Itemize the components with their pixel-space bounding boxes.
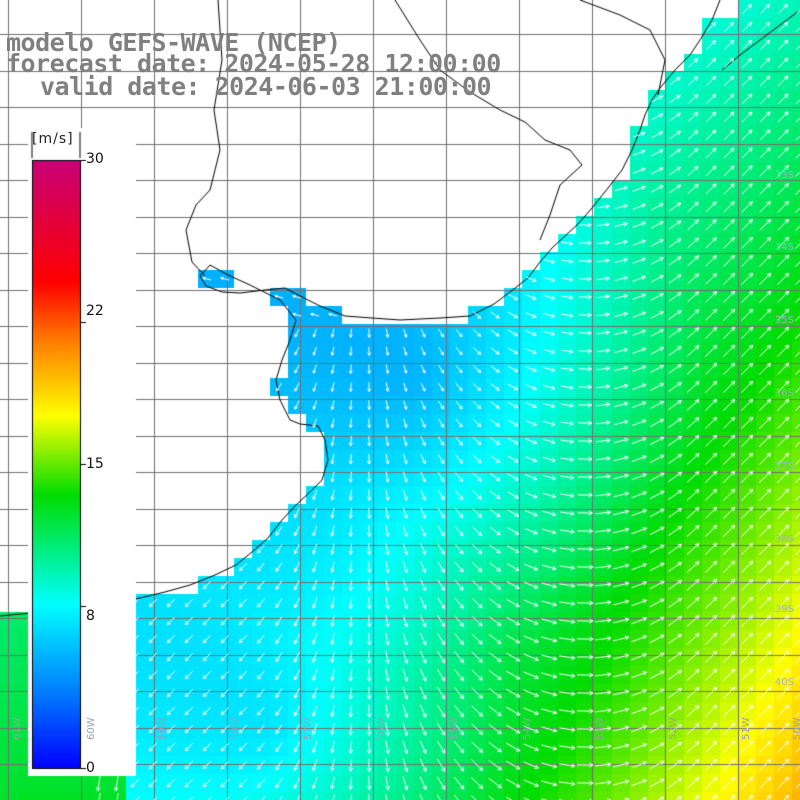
- lon-label: 55W: [449, 717, 460, 740]
- colorbar-tick-22: 22: [86, 303, 104, 319]
- valid-date: valid date: 2024-06-03 21:00:00: [40, 72, 492, 101]
- colorbar-tick-15: 15: [86, 456, 104, 472]
- lat-label: 33S: [774, 170, 794, 181]
- lon-label: 50W: [792, 717, 800, 740]
- lat-label: 40S: [774, 677, 794, 688]
- lon-label: 57W: [303, 717, 314, 740]
- colorbar-tick-8: 8: [86, 608, 95, 624]
- lat-label: 38S: [774, 534, 794, 545]
- colorbar-tick-30: 30: [86, 151, 104, 167]
- lon-label: 54W: [522, 717, 533, 740]
- lon-label: 56W: [376, 717, 387, 740]
- model-title: modelo GEFS-WAVE (NCEP): [6, 28, 341, 57]
- colorbar-tick-0: 0: [86, 760, 95, 776]
- lon-label: 60W: [86, 717, 97, 740]
- lat-label: 36S: [774, 388, 794, 399]
- lon-label: 59W: [157, 717, 168, 740]
- lon-label: 52W: [668, 717, 679, 740]
- lon-label: 58W: [230, 717, 241, 740]
- lat-label: 34S: [774, 242, 794, 253]
- colorbar-unit-label: [m/s]: [32, 131, 74, 147]
- lon-label: 53W: [595, 717, 606, 740]
- lat-label: 37S: [774, 461, 794, 472]
- lat-label: 35S: [774, 315, 794, 326]
- lon-label: 51W: [741, 717, 752, 740]
- lat-label: 39S: [774, 604, 794, 615]
- forecast-date: forecast date: 2024-05-28 12:00:00: [6, 49, 501, 78]
- lon-label: 61W: [12, 717, 23, 740]
